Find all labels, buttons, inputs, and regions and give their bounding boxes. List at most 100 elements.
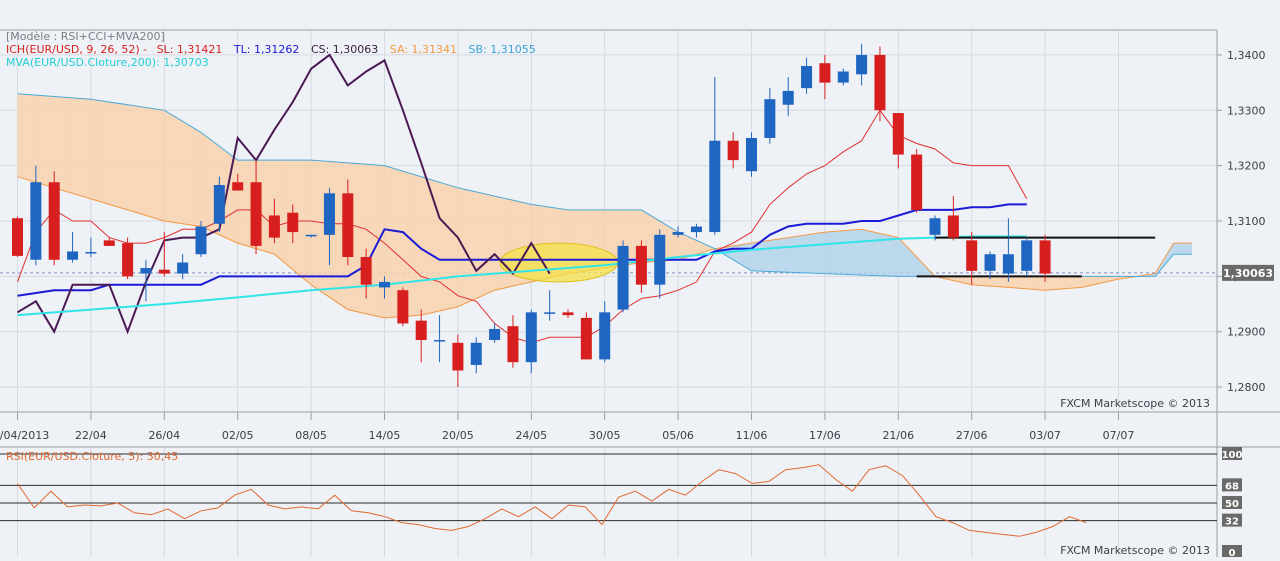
cloud-segment — [788, 236, 793, 273]
candle[interactable] — [415, 309, 427, 363]
x-tick-label: 30/05 — [589, 429, 621, 442]
candle[interactable] — [140, 259, 152, 302]
cloud-segment — [278, 160, 284, 262]
rsi-legend: RSI(EUR/USD.Cloture, 5): 30,45 — [6, 450, 178, 463]
candle-body — [397, 290, 409, 324]
candle[interactable] — [635, 240, 647, 293]
cloud-segment — [136, 106, 142, 215]
candle[interactable] — [746, 132, 757, 177]
candle[interactable] — [599, 301, 611, 363]
candle[interactable] — [874, 46, 886, 122]
candle[interactable] — [1039, 234, 1051, 282]
candle[interactable] — [250, 160, 262, 255]
candle[interactable] — [966, 232, 978, 285]
candle[interactable] — [856, 43, 868, 86]
candle-body — [544, 312, 556, 314]
candle[interactable] — [562, 309, 574, 318]
candle[interactable] — [764, 88, 776, 144]
candle-body — [323, 193, 335, 235]
candle[interactable] — [323, 187, 335, 266]
candle[interactable] — [617, 240, 629, 313]
candle[interactable] — [507, 315, 519, 368]
candle[interactable] — [177, 254, 189, 280]
candle[interactable] — [452, 334, 464, 388]
candle[interactable] — [213, 176, 225, 233]
candle[interactable] — [544, 290, 556, 321]
cloud-segment — [168, 113, 174, 223]
candle[interactable] — [232, 173, 244, 191]
cloud-segment — [884, 234, 890, 277]
candle[interactable] — [672, 226, 684, 238]
candle[interactable] — [782, 77, 794, 116]
candle[interactable] — [379, 276, 390, 299]
candle[interactable] — [1021, 237, 1033, 277]
candle[interactable] — [342, 179, 354, 266]
cloud-segment — [870, 231, 876, 276]
candle[interactable] — [709, 77, 721, 235]
candle[interactable] — [1002, 218, 1014, 282]
cloud-segment — [434, 180, 440, 313]
candle[interactable] — [580, 312, 592, 360]
candle[interactable] — [819, 54, 831, 100]
x-tick-label: 03/07 — [1029, 429, 1061, 442]
candle[interactable] — [195, 221, 207, 257]
mva-line — [17, 235, 1027, 317]
candle[interactable] — [801, 57, 813, 94]
cloud-segment — [847, 229, 853, 275]
candle[interactable] — [837, 68, 849, 86]
candle[interactable] — [525, 309, 537, 374]
rsi-level-label: 100 — [1222, 450, 1243, 461]
cloud-segment — [980, 276, 986, 286]
candle[interactable] — [12, 216, 23, 257]
cloud-segment — [866, 230, 871, 276]
cloud-segment — [957, 276, 963, 283]
candle[interactable] — [67, 232, 79, 263]
candle-body — [232, 182, 244, 191]
candle[interactable] — [690, 223, 702, 238]
candle[interactable] — [654, 229, 666, 299]
candle[interactable] — [929, 215, 941, 241]
candle[interactable] — [158, 232, 170, 277]
cloud-segment — [815, 232, 821, 274]
candle-body — [746, 137, 757, 172]
cloud-segment — [1068, 276, 1073, 289]
candle[interactable] — [434, 315, 446, 363]
candle[interactable] — [268, 198, 280, 244]
cloud-segment — [173, 115, 179, 224]
candle[interactable] — [727, 132, 739, 169]
x-tick-label: 20/05 — [442, 429, 474, 442]
candle[interactable] — [911, 149, 923, 213]
rsi-level-badge — [1222, 513, 1242, 527]
candle[interactable] — [397, 287, 409, 327]
candle[interactable] — [30, 165, 42, 266]
cloud-segment — [760, 241, 766, 272]
price-badge-text: 1,30063 — [1223, 267, 1273, 280]
cloud-segment — [320, 160, 325, 295]
candle[interactable] — [85, 237, 97, 257]
cloud-segment — [113, 102, 119, 208]
candle[interactable] — [489, 323, 501, 343]
candle[interactable] — [122, 237, 134, 280]
candle[interactable] — [360, 248, 372, 299]
candle[interactable] — [892, 113, 904, 169]
cloud-segment — [150, 108, 156, 219]
cloud-segment — [67, 97, 73, 194]
candle[interactable] — [305, 234, 317, 238]
model-label: [Modèle : RSI+CCI+MVA200] — [6, 30, 165, 43]
candles[interactable] — [12, 43, 1051, 388]
cloud-segment — [1045, 276, 1050, 291]
cloud-segment — [1003, 276, 1009, 288]
cloud-segment — [269, 160, 275, 255]
cloud-segment — [260, 160, 266, 252]
candle[interactable] — [48, 171, 60, 266]
candle[interactable] — [287, 204, 299, 244]
cloud-segment — [1081, 276, 1087, 288]
candle[interactable] — [947, 196, 959, 241]
candle[interactable] — [103, 237, 115, 246]
cloud-segment — [889, 235, 894, 277]
candle[interactable] — [984, 251, 996, 280]
candle-body — [67, 251, 79, 260]
candle[interactable] — [470, 337, 482, 374]
candle-body — [213, 185, 225, 224]
